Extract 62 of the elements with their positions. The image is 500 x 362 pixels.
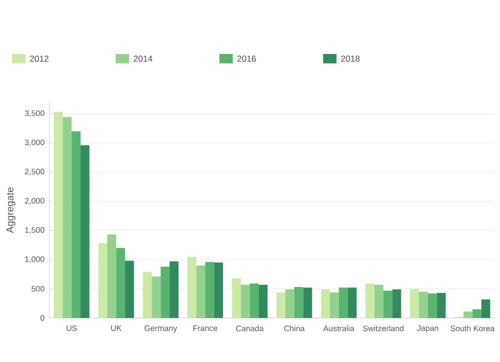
- bar: [383, 290, 392, 318]
- y-tick-label: 3,500: [24, 110, 44, 117]
- x-tick-label: US: [66, 325, 77, 332]
- bar: [250, 284, 259, 318]
- bar: [80, 145, 90, 318]
- bar: [472, 309, 482, 318]
- y-tick-label: 1,000: [25, 256, 44, 263]
- y-tick-label: 2,000: [25, 198, 44, 205]
- y-tick-label: 500: [32, 286, 44, 292]
- bar: [320, 289, 330, 318]
- bar: [107, 234, 116, 318]
- y-tick-label: 0: [40, 315, 44, 321]
- bar: [142, 272, 152, 318]
- bar: [170, 261, 178, 318]
- bar: [463, 312, 472, 318]
- legend-label: 2016: [237, 56, 256, 62]
- bar: [152, 276, 161, 318]
- y-axis-title: Aggregate: [6, 187, 16, 234]
- bar: [214, 262, 224, 318]
- bar: [436, 292, 446, 318]
- bar: [116, 248, 126, 318]
- bar: [303, 288, 312, 318]
- bar: [294, 287, 304, 318]
- legend-label: 2014: [134, 56, 152, 62]
- bar: [428, 293, 437, 318]
- bar: [196, 265, 206, 318]
- x-tick-label: Japan: [417, 325, 438, 333]
- bar: [366, 284, 374, 318]
- x-tick-label: Switzerland: [363, 325, 404, 332]
- bar: [72, 131, 81, 318]
- x-tick-label: Canada: [236, 325, 264, 332]
- bar: [232, 278, 241, 318]
- y-tick-label: 3,000: [24, 140, 44, 146]
- bar: [125, 260, 134, 318]
- x-tick-label: South Korea: [450, 325, 495, 332]
- x-tick-label: UK: [111, 325, 122, 331]
- bar: [62, 117, 72, 318]
- bar: [54, 112, 63, 318]
- x-tick-label: Australia: [323, 325, 354, 332]
- legend-label: 2018: [341, 56, 360, 62]
- y-tick-label: 2,500: [25, 168, 44, 176]
- bar: [374, 284, 384, 318]
- legend-label: 2012: [30, 56, 48, 62]
- bar: [481, 299, 490, 318]
- bar: [410, 288, 419, 318]
- bar: [418, 292, 428, 318]
- bar: [187, 256, 196, 318]
- bar: [285, 289, 294, 318]
- bar: [240, 284, 250, 318]
- x-tick-label: France: [193, 325, 218, 331]
- bar: [348, 288, 357, 318]
- bar: [338, 288, 348, 318]
- x-tick-label: China: [284, 325, 305, 332]
- bar: [205, 262, 214, 318]
- bar: [330, 292, 339, 318]
- bar: [258, 284, 268, 318]
- bar: [98, 243, 108, 318]
- bar: [392, 289, 402, 318]
- x-tick-label: Germany: [144, 325, 178, 333]
- bar: [276, 292, 286, 318]
- y-tick-label: 1,500: [25, 227, 44, 234]
- bar: [160, 266, 170, 318]
